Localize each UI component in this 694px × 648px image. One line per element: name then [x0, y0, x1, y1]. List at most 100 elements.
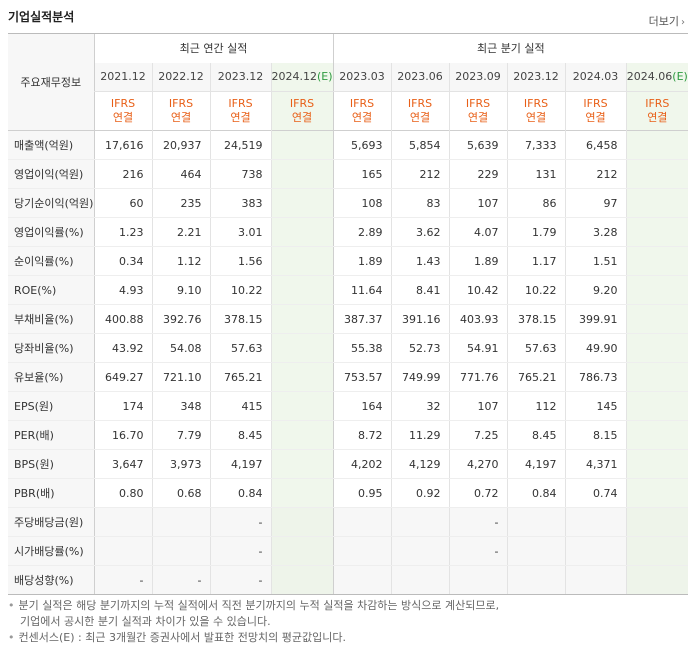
quarter-value: [332, 507, 392, 537]
annual-value: [93, 536, 152, 566]
quarter-value: 0.74: [564, 478, 627, 508]
quarter-value: 5,693: [332, 130, 392, 160]
annual-value: -: [209, 536, 271, 566]
quarter-value: 32: [390, 391, 450, 421]
year-header-quarter: 2023.12: [506, 62, 566, 92]
row-label: 주당배당금(원): [8, 507, 94, 537]
annual-value: 4.93: [93, 275, 152, 305]
annual-value: [270, 333, 334, 363]
quarter-value: 212: [390, 159, 450, 189]
quarter-group-header: 최근 분기 실적: [332, 33, 689, 63]
annual-value: [270, 188, 334, 218]
annual-group-header: 최근 연간 실적: [93, 33, 334, 63]
ifrs-label: IFRS 연결: [151, 91, 210, 131]
annual-value: 3,973: [151, 449, 210, 479]
quarter-value: 11.64: [332, 275, 392, 305]
consolidated-text: 연결: [230, 111, 251, 124]
annual-value: 378.15: [209, 304, 271, 334]
row-label: BPS(원): [8, 449, 94, 479]
ifrs-text: IFRS: [110, 97, 136, 110]
annual-value: [270, 507, 334, 537]
table-row: ROE(%) 4.93 9.10 10.22 11.64 8.41 10.42 10.22 9.…: [8, 275, 689, 305]
annual-value: [151, 507, 210, 537]
quarter-value: 4.07: [448, 217, 508, 247]
annual-value: 3.01: [209, 217, 271, 247]
table-row: 시가배당률(%) - -: [8, 536, 689, 566]
quarter-value: [625, 188, 689, 218]
quarter-value: 2.89: [332, 217, 392, 247]
quarter-value: 83: [390, 188, 450, 218]
quarter-value: 786.73: [564, 362, 627, 392]
table-row: EPS(원) 174 348 415 164 32 107 112 145: [8, 391, 689, 421]
consolidated-text: 연결: [170, 111, 192, 124]
table-row: 유보율(%) 649.27 721.10 765.21 753.57 749.99 771.…: [8, 362, 689, 392]
ifrs-text: IFRS: [523, 97, 549, 110]
row-label: EPS(원): [8, 391, 94, 421]
annual-value: 1.23: [93, 217, 152, 247]
quarter-value: 108: [332, 188, 392, 218]
annual-value: 8.45: [209, 420, 271, 450]
quarter-value: 10.42: [448, 275, 508, 305]
annual-value: [270, 449, 334, 479]
table-row: 배당성향(%) - - -: [8, 565, 689, 595]
table-row: 부채비율(%) 400.88 392.76 378.15 387.37 391.16 403…: [8, 304, 689, 334]
quarter-value: 378.15: [506, 304, 566, 334]
more-link[interactable]: 더보기 ›: [649, 13, 685, 29]
quarter-value: 8.72: [332, 420, 392, 450]
year-header-quarter-estimate: 2024.06(E): [625, 62, 689, 92]
annual-value: [93, 507, 152, 537]
quarter-value: [625, 536, 689, 566]
table-row: PBR(배) 0.80 0.68 0.84 0.95 0.92 0.72 0.84 0.74: [8, 478, 689, 508]
annual-value: 392.76: [151, 304, 210, 334]
ifrs-text: IFRS: [289, 97, 315, 110]
annual-value: 174: [93, 391, 152, 421]
quarter-value: 1.79: [506, 217, 566, 247]
quarter-value: [625, 333, 689, 363]
annual-value: 20,937: [151, 130, 210, 160]
annual-value: 400.88: [93, 304, 152, 334]
section-title: 기업실적분석: [8, 10, 75, 24]
row-label-header: 주요재무정보: [8, 33, 94, 131]
footnote-2: 기업에서 공시한 분기 실적과 차이가 있을 수 있습니다.: [20, 615, 271, 628]
annual-value: -: [209, 507, 271, 537]
quarter-value: 1.17: [506, 246, 566, 276]
quarter-value: 1.89: [448, 246, 508, 276]
quarter-value: 131: [506, 159, 566, 189]
ifrs-label: IFRS 연결: [564, 91, 627, 131]
ifrs-text: IFRS: [349, 97, 375, 110]
year-header-quarter: 2023.03: [332, 62, 392, 92]
quarter-value: 9.20: [564, 275, 627, 305]
row-label: ROE(%): [8, 275, 94, 305]
annual-value: 0.80: [93, 478, 152, 508]
ifrs-label: IFRS 연결: [448, 91, 508, 131]
annual-value: [270, 159, 334, 189]
quarter-value: [332, 565, 392, 595]
ifrs-label: IFRS 연결: [270, 91, 334, 131]
annual-value: [151, 536, 210, 566]
year-header-quarter: 2023.06: [390, 62, 450, 92]
year-header-quarter: 2023.09: [448, 62, 508, 92]
quarter-value: [625, 420, 689, 450]
annual-value: 9.10: [151, 275, 210, 305]
quarter-value: [625, 275, 689, 305]
year-header-annual: 2022.12: [151, 62, 210, 92]
quarter-value: 0.72: [448, 478, 508, 508]
quarter-value: 49.90: [564, 333, 627, 363]
quarter-value: 0.95: [332, 478, 392, 508]
year-header-annual-estimate: 2024.12(E): [270, 62, 334, 92]
more-label: 더보기: [648, 15, 679, 28]
annual-value: 17,616: [93, 130, 152, 160]
quarter-value: [625, 217, 689, 247]
ifrs-label: IFRS 연결: [332, 91, 392, 131]
quarter-value: [332, 536, 392, 566]
quarter-value: 1.43: [390, 246, 450, 276]
footnote-1: • 분기 실적은 해당 분기까지의 누적 실적에서 직전 분기까지의 누적 실적을…: [8, 599, 500, 612]
quarter-value: 54.91: [448, 333, 508, 363]
quarter-value: 403.93: [448, 304, 508, 334]
quarter-value: [448, 565, 508, 595]
annual-value: -: [93, 565, 152, 595]
quarter-value: [390, 536, 450, 566]
quarter-value: 165: [332, 159, 392, 189]
annual-value: 2.21: [151, 217, 210, 247]
quarter-value: [625, 391, 689, 421]
